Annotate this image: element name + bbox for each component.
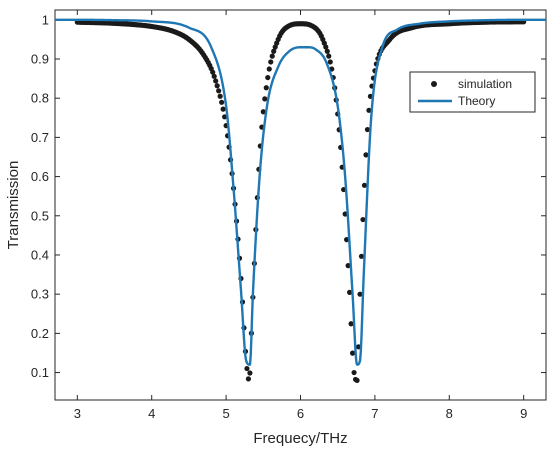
y-tick-label: 0.9	[31, 51, 49, 66]
y-axis-label: Transmission	[5, 161, 22, 250]
simulation-point	[323, 44, 329, 50]
simulation-point	[219, 99, 225, 105]
y-tick-label: 0.2	[31, 326, 49, 341]
simulation-point	[358, 253, 365, 259]
y-tick-label: 0.6	[31, 169, 49, 184]
y-tick-label: 0.8	[31, 91, 49, 106]
simulation-point	[216, 88, 222, 94]
simulation-point	[247, 370, 253, 376]
simulation-point	[351, 369, 357, 376]
simulation-point	[217, 93, 223, 99]
legend-simulation-label: simulation	[458, 77, 512, 91]
simulation-point	[342, 211, 348, 217]
x-axis-label: Frequecy/THz	[253, 430, 347, 447]
legend-box	[409, 71, 536, 113]
simulation-point	[266, 66, 272, 72]
x-tick-label: 8	[446, 406, 453, 421]
x-tick-label: 4	[148, 406, 155, 421]
simulation-point	[354, 377, 360, 383]
x-tick-label: 5	[222, 406, 229, 421]
simulation-point	[211, 73, 217, 79]
y-ticks: 0.1 0.2 0.3 0.4 0.5 0.6 0.7 0.8 0.9 1	[31, 12, 546, 380]
y-tick-label: 0.3	[31, 287, 49, 302]
simulation-point	[348, 321, 354, 327]
simulation-point	[326, 53, 332, 59]
plot-area: 3 4 5 6 7 8 9 0.1 0.2 0.3 0.4 0.5 0.6 0.7 0.8 0.9 1	[31, 9, 547, 421]
simulation-point	[263, 85, 269, 91]
series-layer	[55, 18, 546, 383]
x-tick-label: 7	[371, 406, 378, 421]
y-tick-label: 0.4	[31, 247, 49, 262]
simulation-point	[344, 237, 350, 243]
simulation-point	[349, 350, 356, 356]
x-tick-label: 3	[74, 406, 81, 421]
simulation-point	[265, 74, 271, 81]
y-tick-label: 0.5	[31, 208, 49, 223]
y-tick-label: 1	[42, 12, 49, 27]
y-tick-label: 0.7	[31, 130, 49, 145]
legend-simulation-marker	[431, 81, 437, 87]
simulation-point	[357, 291, 363, 297]
y-tick-label: 0.1	[31, 365, 49, 380]
simulation-point	[262, 96, 268, 102]
legend-theory-label: Theory	[458, 94, 495, 108]
simulation-point	[220, 106, 226, 112]
simulation-point	[366, 107, 372, 113]
simulation-point	[244, 365, 250, 372]
simulation-point	[260, 109, 266, 115]
simulation-point	[245, 376, 252, 382]
simulation-point	[360, 216, 366, 223]
axes-box	[54, 9, 547, 401]
simulation-point	[364, 126, 371, 133]
simulation-point	[361, 182, 368, 188]
simulation-point	[363, 152, 369, 158]
x-tick-label: 9	[520, 406, 527, 421]
simulation-point	[269, 53, 275, 59]
simulation-point	[327, 59, 333, 65]
simulation-point	[214, 83, 220, 89]
legend: simulation Theory	[409, 71, 536, 113]
simulation-point	[210, 69, 216, 75]
simulation-point	[213, 78, 219, 84]
simulation-point	[268, 59, 274, 65]
theory-line	[55, 18, 546, 366]
simulation-point	[345, 263, 351, 269]
x-ticks: 3 4 5 6 7 8 9	[74, 10, 527, 421]
simulation-point	[222, 114, 228, 120]
simulation-point	[324, 48, 330, 54]
simulation-point	[347, 289, 353, 295]
simulation-point	[271, 48, 277, 54]
x-tick-label: 6	[297, 406, 304, 421]
